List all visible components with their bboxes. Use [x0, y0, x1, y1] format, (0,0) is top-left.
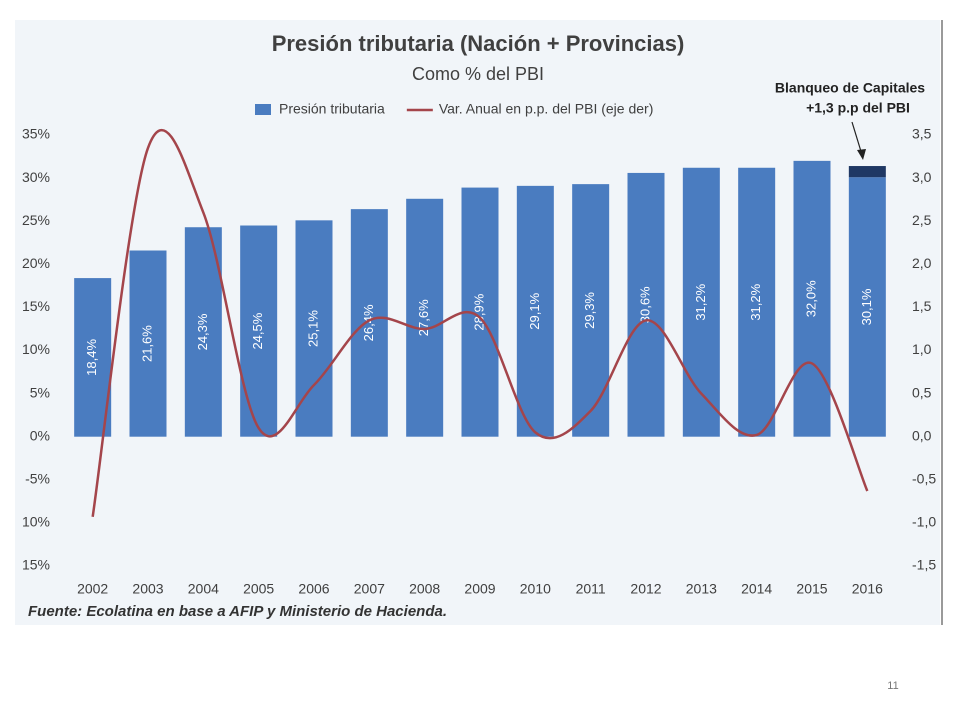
value-label: 31,2%: [693, 283, 708, 320]
x-tick-label: 2003: [132, 581, 163, 597]
annotation-text: Blanqueo de Capitales: [775, 80, 925, 96]
value-label: 26,4%: [361, 304, 376, 341]
value-label: 25,1%: [305, 310, 320, 347]
y-tick-label: 20%: [22, 255, 50, 271]
x-tick-label: 2012: [630, 581, 661, 597]
value-label: 29,1%: [527, 292, 542, 329]
y-tick-label: 15%: [22, 298, 50, 314]
bar: [350, 209, 388, 437]
x-tick-label: 2009: [464, 581, 495, 597]
annotation-text: +1,3 p.p del PBI: [806, 100, 910, 116]
bar: [627, 172, 665, 437]
value-label: 30,6%: [637, 286, 652, 323]
y-tick-label: 15%: [22, 557, 50, 573]
y-tick-label: 10%: [22, 514, 50, 530]
page-number: 11: [887, 680, 898, 692]
y2-tick-label: 3,5: [912, 126, 932, 142]
x-tick-label: 2010: [520, 581, 551, 597]
y2-tick-label: 3,0: [912, 169, 932, 185]
x-tick-label: 2008: [409, 581, 440, 597]
legend-swatch: [255, 104, 271, 115]
x-tick-label: 2011: [576, 581, 606, 597]
value-label: 29,3%: [582, 292, 597, 329]
bar: [129, 250, 167, 437]
y2-tick-label: 1,5: [912, 298, 932, 314]
value-label: 27,6%: [416, 299, 431, 336]
legend-label: Presión tributaria: [279, 101, 385, 117]
value-label: 24,3%: [195, 313, 210, 350]
y-tick-label: 5%: [30, 384, 50, 400]
value-label: 28,9%: [471, 293, 486, 330]
x-tick-label: 2013: [686, 581, 717, 597]
y2-tick-label: -1,0: [912, 514, 936, 530]
y-tick-label: 0%: [30, 427, 50, 443]
value-label: 18,4%: [84, 339, 99, 376]
bar: [793, 160, 831, 437]
x-tick-label: 2004: [188, 581, 219, 597]
bar: [74, 278, 112, 437]
x-tick-label: 2007: [354, 581, 385, 597]
x-tick-label: 2005: [243, 581, 274, 597]
y2-tick-label: 2,0: [912, 255, 932, 271]
y2-tick-label: 2,5: [912, 212, 932, 228]
x-tick-label: 2006: [298, 581, 329, 597]
value-label: 24,5%: [250, 312, 265, 349]
y-tick-label: 25%: [22, 212, 50, 228]
bar: [184, 227, 222, 437]
source-note: Fuente: Ecolatina en base a AFIP y Minis…: [28, 603, 447, 620]
x-tick-label: 2015: [796, 581, 827, 597]
bar: [240, 225, 278, 437]
x-tick-label: 2002: [77, 581, 108, 597]
bar: [848, 177, 886, 437]
value-label: 32,0%: [803, 280, 818, 317]
value-label: 21,6%: [139, 325, 154, 362]
y2-tick-label: 1,0: [912, 341, 932, 357]
annotation-arrowhead: [857, 149, 866, 160]
y-tick-label: 35%: [22, 126, 50, 142]
bar: [406, 198, 444, 437]
y2-tick-label: -0,5: [912, 471, 936, 487]
chart-subtitle: Como % del PBI: [412, 64, 544, 84]
y-tick-label: -5%: [25, 471, 50, 487]
y2-tick-label: 0,0: [912, 427, 932, 443]
y2-tick-label: -1,5: [912, 557, 936, 573]
chart-title: Presión tributaria (Nación + Provincias): [272, 31, 685, 56]
bar: [738, 167, 776, 437]
annotation-segment: [848, 166, 886, 178]
y-tick-label: 30%: [22, 169, 50, 185]
x-tick-label: 2016: [852, 581, 883, 597]
y2-tick-label: 0,5: [912, 384, 932, 400]
value-label: 31,2%: [748, 283, 763, 320]
line: [91, 129, 869, 518]
bar: [516, 185, 554, 437]
legend-label: Var. Anual en p.p. del PBI (eje der): [439, 101, 654, 117]
y-tick-label: 10%: [22, 341, 50, 357]
x-tick-label: 2014: [741, 581, 772, 597]
value-label: 30,1%: [859, 288, 874, 325]
